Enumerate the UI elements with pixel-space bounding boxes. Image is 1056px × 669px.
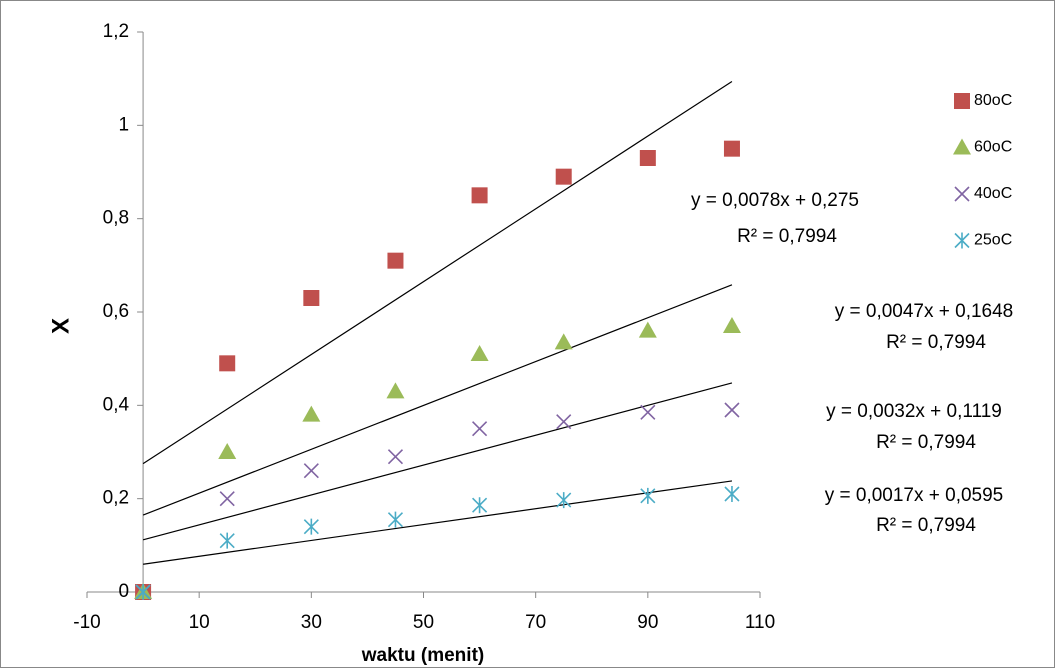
trendline-r2: R² = 0,7994 bbox=[876, 432, 976, 453]
marker bbox=[557, 415, 571, 429]
x-tick-label: 50 bbox=[413, 612, 434, 633]
x-tick-label: -10 bbox=[73, 612, 100, 633]
legend-marker bbox=[953, 139, 971, 155]
trendline-equation: y = 0,0032x + 0,1119 bbox=[826, 401, 1002, 422]
marker bbox=[640, 150, 656, 166]
y-tick-label: 0,2 bbox=[103, 488, 129, 509]
legend-marker bbox=[955, 187, 969, 201]
trendline-equation: y = 0,0047x + 0,1648 bbox=[835, 301, 1014, 322]
legend-marker bbox=[955, 233, 969, 249]
trendline-r2: R² = 0,7994 bbox=[737, 226, 837, 247]
marker bbox=[220, 533, 234, 549]
marker bbox=[218, 443, 236, 459]
marker bbox=[303, 290, 319, 306]
marker bbox=[304, 519, 318, 535]
trendline-equation: y = 0,0078x + 0,275 bbox=[691, 190, 859, 211]
marker bbox=[723, 317, 741, 333]
x-tick-label: 30 bbox=[301, 612, 322, 633]
x-axis-title: waktu (menit) bbox=[361, 645, 484, 666]
marker bbox=[724, 141, 740, 157]
marker bbox=[641, 405, 655, 419]
marker bbox=[220, 492, 234, 506]
trendline-equation: y = 0,0017x + 0,0595 bbox=[825, 485, 1004, 506]
chart: waktu (menit) X 0 0,2 0,4 0,6 0,8 1 1,2 -10 10 30… bbox=[0, 0, 1056, 669]
marker bbox=[472, 187, 488, 203]
marker bbox=[387, 253, 403, 269]
legend-marker bbox=[954, 93, 970, 109]
trendline-r2: R² = 0,7994 bbox=[876, 515, 976, 536]
marker bbox=[471, 345, 489, 361]
marker bbox=[639, 322, 657, 338]
x-tick-label: 110 bbox=[745, 612, 775, 633]
y-tick-label: 0 bbox=[119, 581, 130, 602]
y-tick-label: 1,2 bbox=[103, 21, 129, 42]
marker bbox=[219, 355, 235, 371]
legend-label: 60oC bbox=[974, 139, 1012, 156]
legend-label: 25oC bbox=[974, 232, 1012, 249]
marker bbox=[388, 450, 402, 464]
marker bbox=[302, 406, 320, 422]
marker bbox=[388, 512, 402, 528]
y-tick-label: 0,8 bbox=[103, 208, 129, 229]
y-axis-title: X bbox=[47, 318, 74, 334]
y-tick-label: 0,4 bbox=[103, 394, 130, 415]
trendline-r2: R² = 0,7994 bbox=[886, 332, 986, 353]
marker bbox=[725, 486, 739, 502]
y-tick-label: 0,6 bbox=[103, 301, 129, 322]
marker bbox=[555, 333, 573, 349]
marker bbox=[556, 169, 572, 185]
marker bbox=[641, 488, 655, 504]
marker bbox=[473, 422, 487, 436]
marker bbox=[557, 492, 571, 508]
trendline bbox=[143, 285, 732, 515]
legend-label: 40oC bbox=[974, 185, 1012, 202]
x-tick-label: 10 bbox=[189, 612, 210, 633]
x-tick-label: 70 bbox=[525, 612, 546, 633]
marker bbox=[304, 464, 318, 478]
y-tick-label: 1 bbox=[119, 114, 130, 135]
x-tick-label: 90 bbox=[637, 612, 658, 633]
legend-label: 80oC bbox=[974, 92, 1012, 109]
marker bbox=[473, 497, 487, 513]
marker bbox=[386, 382, 404, 398]
marker bbox=[725, 403, 739, 417]
